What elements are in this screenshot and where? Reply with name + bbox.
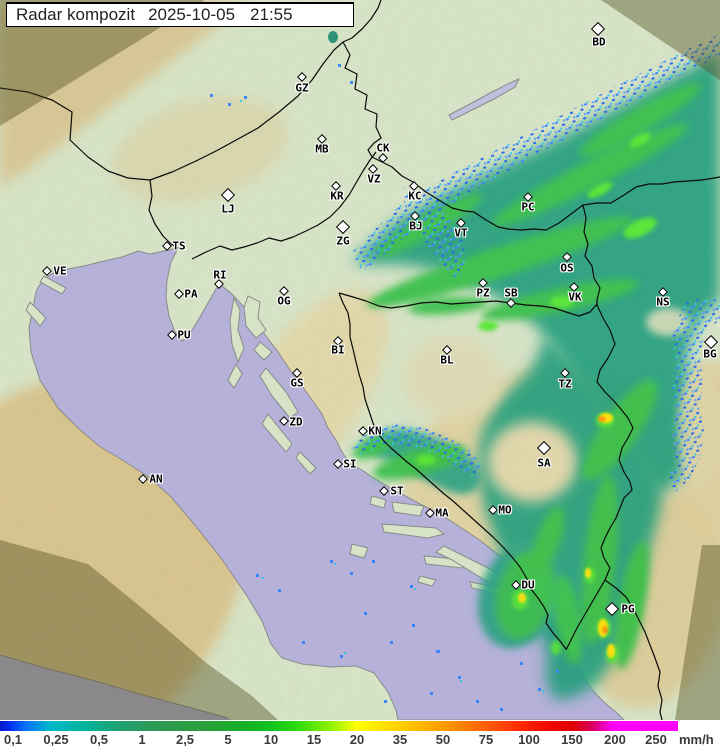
scale-label-15: 15 [306, 732, 322, 747]
city-label-bj: BJ [409, 219, 423, 233]
city-marker-si [333, 459, 343, 469]
islands-layer [227, 295, 503, 595]
city-label-tz: TZ [558, 377, 572, 391]
lake-balaton [448, 78, 521, 121]
scattered-specks [210, 8, 559, 711]
scale-label-2_5: 2,5 [175, 732, 195, 747]
title-bar: Radar kompozit 2025-10-05 21:55 [6, 2, 354, 27]
scale-label-20: 20 [349, 732, 365, 747]
intensity-scale: 0,1 0,25 0,5 1 2,5 5 10 15 20 35 50 75 100 150 200 250 … [0, 720, 720, 751]
city-label-du: DU [521, 578, 535, 592]
city-label-sb: SB [504, 286, 518, 300]
scale-labels: 0,1 0,25 0,5 1 2,5 5 10 15 20 35 50 75 100 150 200 250 [0, 732, 720, 750]
city-label-si: SI [343, 457, 357, 471]
city-marker-mo [488, 505, 498, 515]
city-label-pz: PZ [476, 286, 490, 300]
city-label-ns: NS [656, 295, 670, 309]
scale-label-10: 10 [263, 732, 279, 747]
scale-label-35: 35 [392, 732, 408, 747]
city-label-pa: PA [184, 287, 198, 301]
city-label-zg: ZG [336, 234, 350, 248]
city-marker-pu [167, 330, 177, 340]
city-label-ts: TS [172, 239, 186, 253]
scale-unit: mm/h [679, 732, 714, 747]
city-label-zd: ZD [289, 415, 303, 429]
venice-lagoon-island [39, 275, 67, 295]
city-marker-pa [174, 289, 184, 299]
city-marker-gz [297, 72, 307, 82]
city-label-bl: BL [440, 353, 454, 367]
city-marker-pg [604, 601, 620, 617]
city-label-gz: GZ [295, 81, 309, 95]
city-marker-bd [590, 21, 606, 37]
city-label-sa: SA [537, 456, 551, 470]
scale-label-0_25: 0,25 [43, 732, 69, 747]
city-marker-lj [220, 187, 236, 203]
scale-label-5: 5 [224, 732, 232, 747]
city-label-ri: RI [213, 268, 227, 282]
city-label-vk: VK [568, 290, 582, 304]
city-label-pg: PG [621, 602, 635, 616]
city-label-vt: VT [454, 226, 468, 240]
scale-label-100: 100 [518, 732, 540, 747]
city-label-bg: BG [703, 347, 717, 361]
tyrrhenian-coast [0, 654, 229, 719]
city-marker-kn [358, 426, 368, 436]
city-marker-sb [506, 298, 516, 308]
city-marker-ck [378, 153, 388, 163]
city-label-pu: PU [177, 328, 191, 342]
city-label-gs: GS [290, 376, 304, 390]
city-marker-zg [335, 219, 351, 235]
light-rain-speckles [350, 34, 720, 492]
city-marker-os [562, 252, 572, 262]
city-label-vz: VZ [367, 172, 381, 186]
city-label-kn: KN [368, 424, 382, 438]
city-marker-st [379, 486, 389, 496]
city-label-kr: KR [330, 189, 344, 203]
scale-label-75: 75 [478, 732, 494, 747]
city-marker-zd [279, 416, 289, 426]
page-title: Radar kompozit [16, 5, 136, 24]
title-time: 21:55 [250, 5, 293, 24]
title-date: 2025-10-05 [148, 5, 236, 24]
scale-label-200: 200 [604, 732, 626, 747]
city-label-og: OG [277, 294, 291, 308]
city-label-bd: BD [592, 35, 606, 49]
coverage-limit-layer [0, 0, 720, 720]
city-label-pc: PC [521, 200, 535, 214]
city-marker-ma [425, 508, 435, 518]
cities-layer: BD GZ MB CK VZ KR KC BJ ZG VT PC OS PZ SB VK NS BG LJ TS VE… [42, 21, 719, 617]
city-marker-sa [536, 440, 552, 456]
city-label-mb: MB [315, 142, 329, 156]
city-label-an: AN [149, 472, 163, 486]
scale-label-0_1: 0,1 [3, 732, 23, 747]
city-label-lj: LJ [221, 202, 235, 216]
scale-label-250: 250 [645, 732, 667, 747]
city-label-kc: KC [408, 189, 422, 203]
city-marker-du [511, 580, 521, 590]
borders-layer [0, 0, 720, 720]
city-label-mo: MO [498, 503, 512, 517]
precipitation-layer [210, 8, 720, 711]
city-label-bi: BI [331, 343, 345, 357]
scale-label-150: 150 [561, 732, 583, 747]
city-marker-ts [162, 241, 172, 251]
radar-map-canvas [0, 0, 720, 720]
city-label-ve: VE [53, 264, 67, 278]
city-marker-tz [560, 368, 570, 378]
radar-map: BD GZ MB CK VZ KR KC BJ ZG VT PC OS PZ SB VK NS BG LJ TS VE… [0, 0, 720, 720]
scale-gradient-bar [0, 721, 678, 731]
city-label-os: OS [560, 261, 574, 275]
scale-label-1: 1 [138, 732, 146, 747]
city-label-ma: MA [435, 506, 449, 520]
city-marker-an [138, 474, 148, 484]
scale-label-0_5: 0,5 [89, 732, 109, 747]
po-delta-island [25, 301, 47, 327]
city-label-ck: CK [376, 141, 390, 155]
scale-label-50: 50 [435, 732, 451, 747]
city-label-st: ST [390, 484, 404, 498]
city-marker-ve [42, 266, 52, 276]
